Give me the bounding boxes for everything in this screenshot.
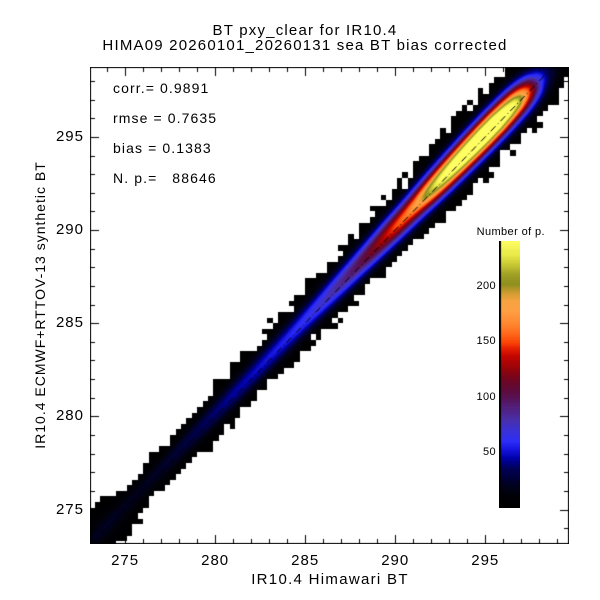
y-tick-label: 285 — [55, 314, 84, 332]
chart-title: BT pxy_clear for IR10.4 — [212, 22, 398, 39]
colorbar-title: Number of p. — [476, 226, 545, 238]
colorbar-tick-label: 100 — [476, 390, 496, 403]
colorbar-tick-label: 200 — [476, 279, 496, 292]
x-tick-label: 275 — [111, 552, 140, 569]
y-tick-label: 275 — [55, 500, 84, 518]
x-tick-label: 290 — [381, 552, 410, 569]
x-tick-label: 280 — [201, 552, 230, 569]
y-axis-label: IR10.4 ECMWF+RTTOV-13 synthetic BT — [32, 161, 48, 449]
colorbar-canvas — [499, 241, 520, 508]
y-tick-label: 290 — [55, 221, 84, 239]
colorbar-tick-label: 150 — [476, 335, 496, 348]
plot-area — [90, 67, 569, 544]
stat-rmse: rmse = 0.7635 — [113, 110, 218, 126]
stat-n-points: N. p.= 88646 — [113, 170, 217, 186]
y-tick-label: 295 — [55, 127, 84, 145]
x-tick-label: 285 — [291, 552, 320, 569]
chart-subtitle: HIMA09 20260101_20260131 sea BT bias cor… — [102, 37, 508, 54]
stat-bias: bias = 0.1383 — [113, 140, 212, 156]
stat-corr: corr.= 0.9891 — [113, 80, 210, 96]
colorbar-tick-label: 50 — [482, 446, 496, 459]
density-plot-canvas — [90, 67, 569, 544]
colorbar — [499, 241, 520, 508]
y-tick-label: 280 — [55, 407, 84, 425]
x-tick-label: 295 — [471, 552, 500, 569]
x-axis-label: IR10.4 Himawari BT — [251, 571, 409, 588]
